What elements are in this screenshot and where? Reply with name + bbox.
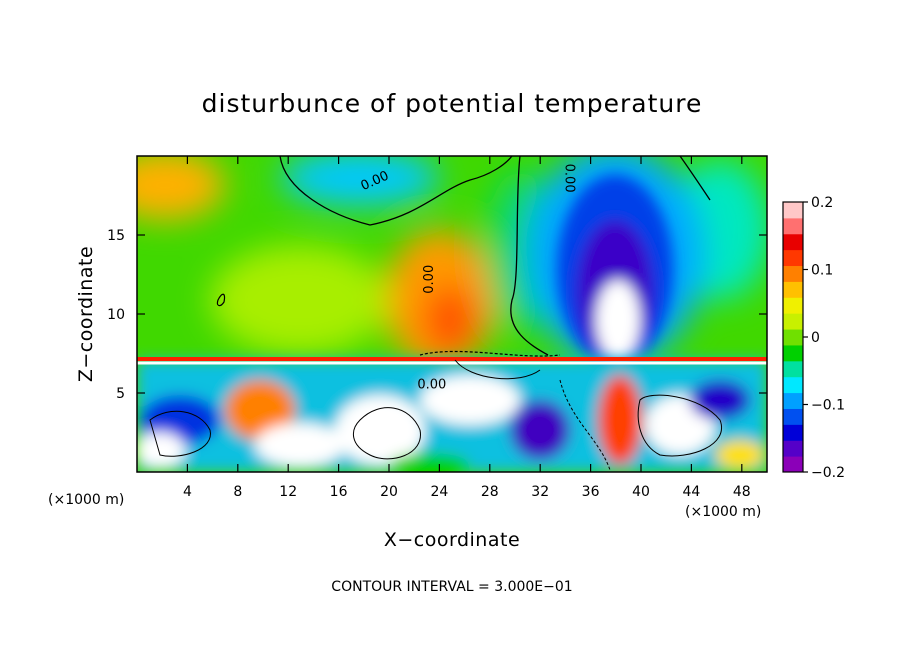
x-tick-label: 40: [632, 484, 650, 500]
x-axis: 4 8 12 16 20 24 28 32 36 40 44 48: [183, 156, 751, 500]
y-unit-label: (×1000 m): [48, 492, 124, 508]
colorbar-segment: [783, 297, 803, 314]
contour-label: 0.00: [417, 377, 446, 392]
colorbar-segment: [783, 329, 803, 346]
x-tick-label: 16: [330, 484, 348, 500]
colorbar-tick-label: −0.2: [811, 465, 845, 481]
colorbar-segment: [783, 360, 803, 378]
colorbar: −0.2 −0.1 0 0.1 0.2: [782, 195, 845, 481]
contour-interval-note: CONTOUR INTERVAL = 3.000E−01: [331, 579, 572, 595]
x-tick-label: 36: [582, 484, 600, 500]
y-axis: 5 10 15: [107, 228, 767, 402]
x-tick-label: 48: [733, 484, 751, 500]
colorbar-segment: [783, 313, 803, 330]
y-tick-label: 5: [116, 386, 125, 402]
colorbar-segment: [783, 217, 803, 235]
x-tick-label: 20: [380, 484, 398, 500]
colorbar-tick-label: 0.1: [811, 263, 833, 279]
x-tick-label: 32: [531, 484, 549, 500]
colorbar-segment: [783, 408, 803, 425]
x-tick-label: 24: [430, 484, 448, 500]
colorbar-segment: [783, 202, 803, 219]
colorbar-segment: [783, 440, 803, 457]
x-unit-label: (×1000 m): [685, 504, 761, 520]
colorbar-segment: [783, 281, 803, 298]
x-tick-label: 28: [481, 484, 499, 500]
x-axis-label: X−coordinate: [384, 529, 520, 551]
colorbar-segment: [783, 376, 803, 394]
contour-label: 0.00: [422, 265, 437, 294]
colorbar-segment: [783, 344, 803, 362]
colorbar-segment: [783, 456, 803, 473]
colorbar-tick-label: 0.2: [811, 195, 833, 211]
x-tick-label: 44: [682, 484, 700, 500]
colorbar-segment: [783, 392, 803, 409]
x-tick-label: 4: [183, 484, 192, 500]
colorbar-tick-label: −0.1: [811, 398, 845, 414]
chart-title: disturbunce of potential temperature: [202, 89, 703, 118]
contour-label: 0.00: [561, 164, 576, 193]
x-tick-label: 12: [279, 484, 297, 500]
colorbar-segment: [783, 249, 803, 267]
y-tick-label: 10: [107, 307, 125, 323]
colorbar-segment: [783, 233, 803, 251]
y-tick-label: 15: [107, 228, 125, 244]
colorbar-segment: [783, 424, 803, 441]
colorbar-tick-label: 0: [811, 330, 820, 346]
colorbar-segment: [783, 265, 803, 282]
y-axis-label: Z−coordinate: [75, 246, 97, 382]
heatmap-field: [137, 156, 767, 472]
x-tick-label: 8: [233, 484, 242, 500]
